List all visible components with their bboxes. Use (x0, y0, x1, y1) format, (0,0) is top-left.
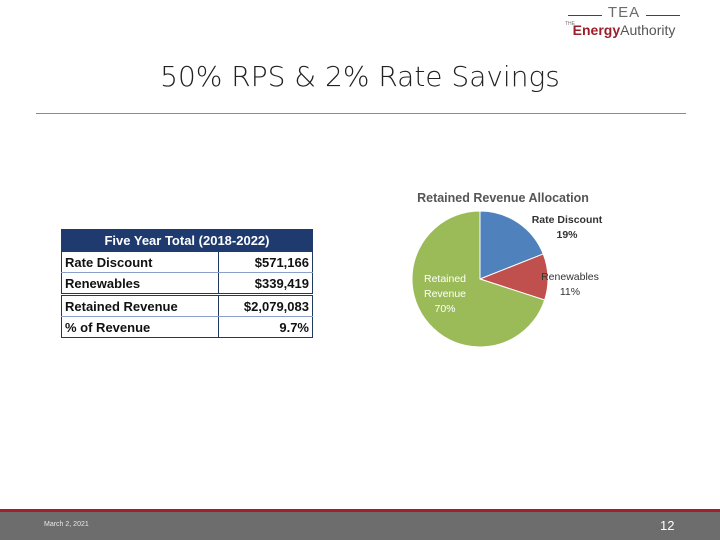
slice-label-rate-discount: Rate Discount 19% (532, 214, 603, 241)
row-value: $339,419 (217, 272, 314, 295)
logo-authority: Authority (620, 22, 676, 38)
five-year-total-table: Five Year Total (2018-2022) Rate Discoun… (61, 229, 314, 338)
table-header-row: Five Year Total (2018-2022) (61, 229, 313, 252)
tea-logo: TEA THE EnergyAuthority (560, 4, 688, 44)
row-label: Rate Discount (61, 251, 219, 273)
logo-the-text: THE (565, 21, 575, 27)
pie-chart: Retained Revenue Allocation Rate Discoun… (411, 191, 603, 348)
row-value: $571,166 (217, 251, 314, 273)
table-row: % of Revenue 9.7% (61, 316, 314, 338)
logo-energy: Energy (572, 22, 621, 38)
pie-slice-rate-discount (479, 210, 544, 280)
table-header: Five Year Total (2018-2022) (61, 229, 313, 252)
footer-accent-bar (0, 509, 720, 513)
slide-title: 50% RPS & 2% Rate Savings (160, 60, 560, 93)
chart-title: Retained Revenue Allocation (417, 191, 589, 205)
row-label: % of Revenue (61, 316, 219, 338)
logo-name: EnergyAuthority (560, 22, 688, 38)
logo-line-left (568, 15, 602, 16)
title-divider (36, 113, 686, 114)
slice-label-renewables: Renewables 11% (541, 271, 599, 298)
page-number: 12 (660, 518, 675, 533)
pie-slice-retained-revenue (411, 210, 546, 348)
logo-line-right (646, 15, 680, 16)
row-label: Renewables (61, 272, 219, 295)
table-row: Renewables $339,419 (61, 272, 314, 295)
footer-date: March 2, 2021 (44, 521, 89, 528)
logo-tea-text: TEA (607, 4, 641, 21)
row-label: Retained Revenue (61, 293, 219, 317)
row-value: 9.7% (217, 316, 314, 338)
table-row: Rate Discount $571,166 (61, 251, 314, 273)
slice-label-retained-revenue: Retained Revenue 70% (424, 273, 466, 315)
row-value: $2,079,083 (217, 293, 314, 317)
footer-bar (0, 512, 720, 540)
table-row: Retained Revenue $2,079,083 (61, 293, 314, 317)
